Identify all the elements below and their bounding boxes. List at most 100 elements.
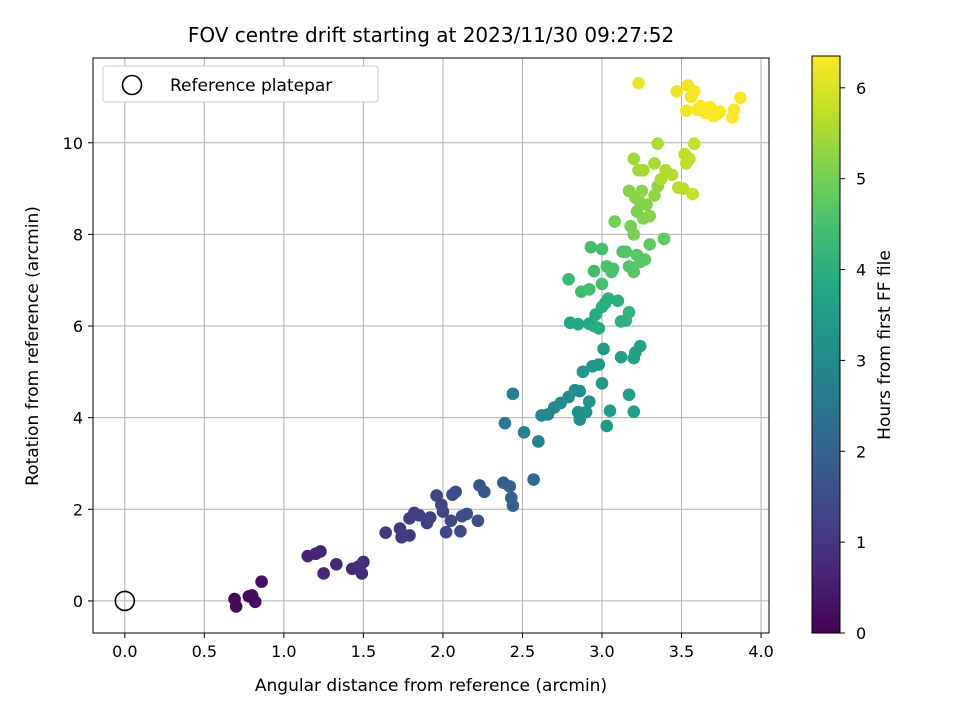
colorbar-tick-label: 2 [856, 442, 866, 461]
x-tick-label: 0.5 [192, 642, 217, 661]
data-point [713, 105, 726, 118]
data-point [637, 163, 650, 177]
data-point [506, 499, 520, 512]
y-tick-label: 4 [73, 409, 83, 428]
data-point [657, 232, 671, 246]
data-point [592, 358, 606, 371]
data-point [608, 215, 622, 228]
data-point [403, 529, 416, 542]
data-point [314, 545, 327, 558]
data-point [595, 242, 609, 256]
y-tick-label: 10 [63, 134, 83, 153]
colorbar-ticks: 0 1 2 3 4 5 6 [840, 79, 866, 643]
data-point [606, 262, 620, 276]
data-point [687, 137, 701, 150]
data-point [436, 505, 450, 518]
x-tick-label: 3.5 [669, 642, 694, 661]
data-point [255, 575, 268, 588]
data-point [571, 317, 585, 331]
data-point [597, 342, 610, 356]
data-point [423, 511, 437, 524]
data-point [439, 525, 453, 539]
grid-lines [93, 58, 769, 633]
y-tick-label: 2 [73, 500, 83, 519]
data-point [579, 405, 593, 419]
data-point [379, 526, 392, 539]
colorbar-gradient [811, 55, 841, 634]
data-point [595, 277, 609, 291]
data-point [503, 480, 517, 493]
data-point [627, 228, 641, 241]
data-point [602, 292, 615, 305]
data-point [527, 473, 540, 486]
y-tick-label: 6 [73, 317, 83, 336]
legend: Reference platepar [102, 65, 379, 103]
data-point [643, 209, 657, 223]
data-point [633, 339, 647, 353]
data-point [627, 152, 641, 166]
data-point [562, 272, 575, 286]
colorbar: 0 1 2 3 4 5 6 Hours from first FF file [811, 55, 895, 643]
x-axis-ticks: 0.0 0.5 1.0 1.5 2.0 2.5 3.0 3.5 4.0 [112, 633, 774, 661]
data-point [651, 137, 664, 150]
data-point [412, 508, 426, 522]
data-point [622, 388, 636, 402]
chart-title: FOV centre drift starting at 2023/11/30 … [188, 23, 674, 47]
x-tick-label: 2.5 [510, 642, 535, 661]
data-point [592, 322, 606, 335]
data-point [229, 600, 243, 613]
legend-box [102, 65, 379, 103]
data-point [444, 514, 458, 528]
data-point [355, 567, 369, 580]
data-point [643, 238, 657, 251]
legend-label: Reference platepar [170, 76, 332, 96]
data-point [357, 555, 370, 569]
data-point [619, 245, 633, 259]
data-point [449, 485, 462, 499]
data-point [532, 435, 545, 448]
colorbar-label: Hours from first FF file [875, 250, 895, 440]
data-point [622, 305, 636, 319]
colorbar-tick-label: 3 [856, 351, 866, 370]
data-point [632, 76, 645, 90]
data-point [687, 85, 701, 98]
data-point [498, 416, 512, 430]
data-point [600, 419, 614, 433]
colorbar-tick-label: 1 [856, 533, 866, 552]
data-point [665, 168, 679, 182]
data-point [587, 264, 601, 278]
plot-frame [92, 57, 770, 634]
x-tick-label: 1.5 [351, 642, 376, 661]
colorbar-tick-label: 6 [856, 79, 866, 98]
data-point [614, 350, 628, 364]
data-point [686, 187, 699, 201]
y-tick-label: 8 [73, 225, 83, 244]
x-tick-label: 3.0 [589, 642, 614, 661]
y-axis-label: Rotation from reference (arcmin) [23, 206, 43, 486]
data-point [576, 365, 590, 379]
data-point [683, 152, 696, 166]
data-point [517, 426, 531, 439]
y-tick-label: 0 [73, 592, 83, 611]
data-point [676, 182, 690, 195]
data-point [635, 184, 649, 198]
data-point [638, 253, 652, 266]
x-axis-label: Angular distance from reference (arcmin) [255, 676, 607, 696]
x-tick-label: 1.0 [271, 642, 296, 661]
data-point [611, 294, 625, 308]
data-points [228, 76, 747, 613]
data-point [584, 240, 598, 254]
data-point [248, 595, 262, 609]
data-point [506, 387, 520, 401]
data-point [627, 265, 641, 279]
colorbar-tick-label: 0 [856, 624, 866, 643]
data-point [454, 524, 467, 538]
x-tick-label: 4.0 [748, 642, 773, 661]
data-point [670, 85, 684, 98]
legend-marker [121, 74, 143, 96]
data-point [679, 104, 693, 117]
x-tick-label: 0.0 [112, 642, 137, 661]
colorbar-tick-label: 4 [856, 261, 866, 280]
reference-marker [114, 590, 136, 612]
